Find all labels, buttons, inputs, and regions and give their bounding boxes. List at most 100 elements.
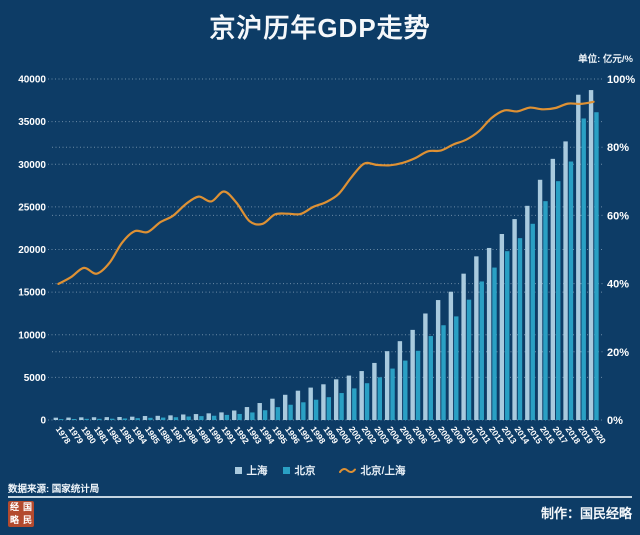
bar-beijing	[415, 350, 421, 420]
left-axis-tick-label: 25000	[18, 202, 46, 213]
bar-shanghai	[181, 414, 186, 420]
bar-shanghai	[588, 90, 594, 420]
bar-beijing	[505, 251, 510, 420]
bar-beijing	[377, 377, 383, 420]
bar-shanghai	[448, 291, 454, 420]
seal-char: 民	[22, 515, 32, 525]
bar-beijing	[390, 368, 395, 420]
bar-shanghai	[384, 351, 390, 420]
bar-shanghai	[346, 375, 352, 420]
bar-beijing	[441, 325, 446, 420]
gdp-chart-canvas: 0 5000 10000 15000 20000 25000 30000 35000 40000…	[18, 74, 635, 446]
legend-item-ratio: 北京/上海	[338, 463, 406, 478]
left-axis-tick-label: 30000	[18, 160, 46, 171]
bar-beijing	[313, 399, 319, 420]
bar-beijing	[173, 417, 179, 420]
bar-shanghai	[410, 329, 415, 420]
bar-beijing	[479, 281, 484, 420]
bar-shanghai	[563, 141, 568, 420]
shanghai-swatch-icon	[234, 467, 242, 474]
right-axis-tick-label: 100%	[607, 74, 635, 86]
bar-shanghai	[435, 300, 441, 420]
bar-shanghai	[66, 417, 71, 420]
seal-char: 国	[22, 502, 32, 512]
bar-shanghai	[206, 413, 211, 420]
bar-shanghai	[550, 158, 556, 420]
bar-beijing	[556, 181, 561, 420]
bar-beijing	[568, 161, 574, 420]
bar-beijing	[84, 418, 89, 420]
bar-shanghai	[168, 415, 173, 420]
bar-shanghai	[308, 387, 313, 420]
chart-legend: 上海 北京 北京/上海	[0, 463, 640, 478]
bar-shanghai	[486, 247, 492, 420]
bar-beijing	[492, 267, 497, 420]
bar-shanghai	[79, 417, 84, 420]
bar-beijing	[224, 414, 230, 420]
bar-shanghai	[53, 417, 58, 420]
bar-beijing	[517, 238, 523, 420]
bar-shanghai	[219, 412, 224, 420]
bar-shanghai	[576, 94, 581, 420]
bar-shanghai	[295, 390, 301, 420]
bar-shanghai	[474, 256, 479, 420]
bar-beijing	[364, 383, 370, 420]
left-axis-tick-label: 0	[40, 416, 46, 427]
legend-label-ratio: 北京/上海	[360, 465, 406, 477]
bar-beijing	[122, 418, 128, 420]
right-axis-tick-label: 0%	[607, 415, 623, 427]
bar-beijing	[211, 415, 217, 420]
bar-beijing	[403, 360, 408, 420]
bar-shanghai	[397, 341, 403, 420]
bar-beijing	[237, 413, 242, 420]
credit-label: 制作：国民经略	[540, 506, 632, 521]
bar-shanghai	[461, 273, 466, 420]
bar-shanghai	[359, 371, 364, 420]
right-axis-tick-label: 40%	[607, 279, 629, 291]
left-axis-tick-label: 15000	[18, 288, 46, 299]
bar-shanghai	[525, 205, 530, 420]
bar-beijing	[594, 112, 599, 420]
bar-shanghai	[91, 417, 97, 420]
legend-item-shanghai: 上海	[234, 463, 268, 478]
bar-shanghai	[193, 414, 199, 420]
legend-label-shanghai: 上海	[246, 465, 268, 477]
right-axis-tick-label: 20%	[607, 347, 629, 359]
bar-shanghai	[142, 416, 148, 420]
bar-shanghai	[321, 384, 326, 420]
bar-shanghai	[372, 362, 377, 420]
bar-beijing	[530, 223, 535, 420]
footer-divider	[8, 496, 632, 498]
bar-beijing	[186, 416, 191, 420]
legend-item-beijing: 北京	[282, 463, 316, 478]
bar-beijing	[148, 417, 153, 420]
ratio-line-icon	[338, 468, 356, 473]
bar-shanghai	[244, 407, 250, 420]
bar-beijing	[326, 397, 332, 420]
bar-beijing	[543, 201, 548, 420]
left-axis-tick-label: 5000	[24, 373, 47, 384]
bar-shanghai	[537, 179, 543, 420]
left-axis-tick-label: 35000	[18, 117, 46, 128]
bar-shanghai	[423, 313, 428, 420]
ratio-line	[57, 100, 595, 285]
bar-beijing	[262, 410, 268, 420]
left-axis-tick-label: 20000	[18, 245, 46, 256]
seal-char: 略	[9, 515, 19, 525]
bar-beijing	[250, 412, 255, 420]
bar-shanghai	[333, 379, 339, 420]
bar-beijing	[97, 418, 102, 420]
bar-beijing	[160, 417, 166, 420]
bar-beijing	[339, 393, 344, 420]
bar-shanghai	[232, 410, 237, 420]
bar-beijing	[59, 419, 64, 420]
bar-beijing	[199, 416, 204, 420]
bar-beijing	[466, 299, 472, 420]
bar-beijing	[301, 402, 306, 420]
data-source-label: 数据来源: 国家统计局	[8, 484, 100, 495]
bar-shanghai	[130, 416, 135, 420]
bar-shanghai	[282, 394, 288, 420]
bar-beijing	[275, 407, 281, 420]
bar-beijing	[454, 316, 459, 420]
